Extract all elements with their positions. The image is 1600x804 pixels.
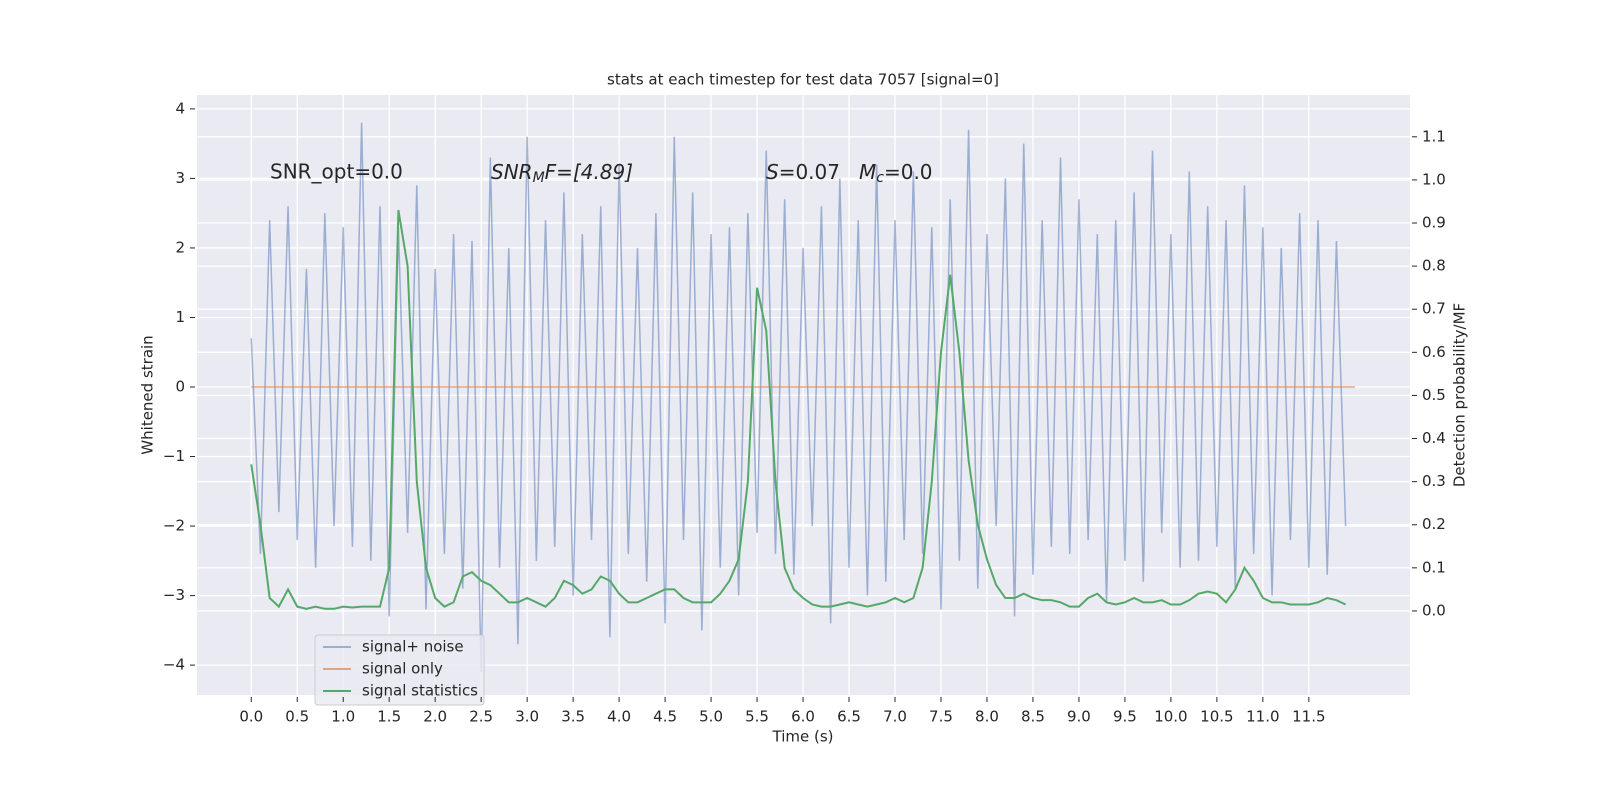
y2-tick-label: 0.3	[1422, 472, 1446, 490]
x-tick-label: 5.0	[699, 708, 723, 726]
y2-tick-label: 0.0	[1422, 601, 1446, 619]
y2-tick-label: 0.5	[1422, 386, 1446, 404]
x-tick-label: 9.0	[1067, 708, 1091, 726]
y2-tick-label: 0.9	[1422, 214, 1446, 232]
y-tick-label: 3	[175, 169, 185, 187]
annotation-part: SNR	[491, 160, 533, 184]
y2-tick-label: 0.8	[1422, 257, 1446, 275]
x-tick-label: 1.5	[377, 708, 401, 726]
x-tick-label: 9.5	[1113, 708, 1137, 726]
y2-tick-label: 1.1	[1422, 127, 1446, 145]
y-axis-label: Whitened strain	[139, 335, 157, 454]
y2-tick-label: 0.7	[1422, 300, 1446, 318]
annotation-part: c	[876, 170, 884, 186]
x-tick-label: 6.0	[791, 708, 815, 726]
y-tick-label: 2	[175, 238, 185, 256]
x-tick-label: 5.5	[745, 708, 769, 726]
x-tick-label: 7.0	[883, 708, 907, 726]
x-tick-label: 3.0	[515, 708, 539, 726]
x-axis-label: Time (s)	[772, 728, 834, 746]
annotation-part: M	[533, 170, 545, 186]
annotation-part: =0.07	[779, 160, 840, 184]
legend-box	[314, 634, 485, 706]
annotation-part: F=[4.89]	[545, 160, 633, 184]
annotation-part: M	[859, 160, 876, 184]
legend-label: signal+ noise	[362, 638, 464, 656]
chart-title: stats at each timestep for test data 705…	[607, 71, 999, 89]
y2-tick-label: 0.2	[1422, 515, 1446, 533]
x-tick-label: 0.0	[239, 708, 263, 726]
y-tick-label: −4	[163, 656, 185, 674]
y-tick-label: 0	[175, 378, 185, 396]
y-tick-label: 1	[175, 308, 185, 326]
x-tick-label: 2.5	[469, 708, 493, 726]
y-tick-label: 4	[175, 99, 185, 117]
annotation: S=0.07	[766, 160, 840, 184]
y-tick-label: −1	[163, 447, 185, 465]
annotation-part: S	[766, 160, 779, 184]
x-tick-label: 4.0	[607, 708, 631, 726]
annotation: SNRMF=[4.89]	[491, 160, 633, 187]
x-tick-label: 1.0	[331, 708, 355, 726]
y2-tick-label: 1.0	[1422, 170, 1446, 188]
x-tick-label: 10.0	[1154, 708, 1187, 726]
y2-tick-label: 0.6	[1422, 343, 1446, 361]
x-tick-label: 11.0	[1246, 708, 1279, 726]
annotation: Mc=0.0	[859, 160, 933, 187]
x-tick-label: 8.5	[1021, 708, 1045, 726]
annotation: SNR_opt=0.0	[270, 160, 403, 184]
y-tick-label: −2	[163, 517, 185, 535]
x-tick-label: 6.5	[837, 708, 861, 726]
x-tick-label: 7.5	[929, 708, 953, 726]
annotation-part: =0.0	[884, 160, 933, 184]
y-tick-label: −3	[163, 586, 185, 604]
legend: signal+ noise signal only signal statistic…	[314, 634, 485, 706]
x-tick-label: 0.5	[285, 708, 309, 726]
series-line	[250, 209, 1347, 610]
x-tick-label: 3.5	[561, 708, 585, 726]
series-line	[250, 122, 1347, 673]
x-tick-label: 11.5	[1292, 708, 1325, 726]
y2-axis-label: Detection probability/MF	[1451, 303, 1469, 487]
y2-tick-label: 0.4	[1422, 429, 1446, 447]
x-tick-label: 4.5	[653, 708, 677, 726]
legend-label: signal only	[362, 660, 443, 678]
legend-label: signal statistics	[362, 682, 478, 700]
marks	[250, 122, 1355, 673]
x-tick-label: 10.5	[1200, 708, 1233, 726]
x-tick-label: 2.0	[423, 708, 447, 726]
x-tick-label: 8.0	[975, 708, 999, 726]
y2-tick-label: 0.1	[1422, 558, 1446, 576]
